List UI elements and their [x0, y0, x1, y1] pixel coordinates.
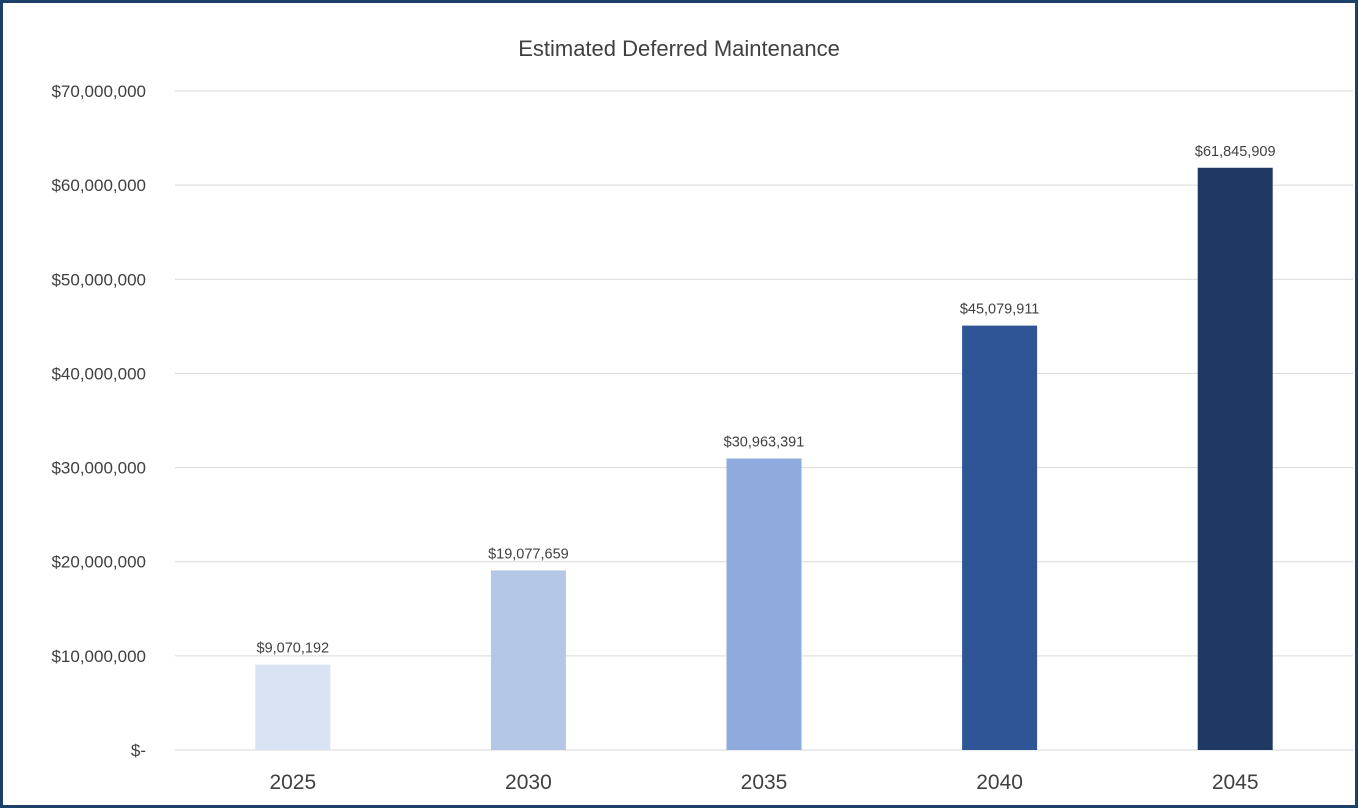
bars [255, 167, 1273, 750]
x-axis-ticks: 2025 2030 2035 2040 2045 [269, 771, 1258, 794]
x-tick-label-2045: 2045 [1212, 771, 1259, 794]
data-labels: $9,070,192 $19,077,659 $30,963,391 $45,079,… [257, 144, 1276, 657]
y-tick-label: $40,000,000 [51, 364, 146, 383]
y-tick-label: $- [131, 741, 146, 760]
bar-2025 [255, 664, 331, 750]
bar-2035 [726, 458, 802, 750]
data-label-2040: $45,079,911 [960, 302, 1040, 318]
data-label-2035: $30,963,391 [724, 435, 805, 451]
bar-2030 [490, 570, 566, 750]
y-tick-label: $30,000,000 [51, 459, 146, 478]
y-tick-label: $70,000,000 [51, 82, 146, 101]
x-tick-label-2025: 2025 [269, 771, 316, 794]
data-label-2045: $61,845,909 [1195, 144, 1276, 160]
y-tick-label: $60,000,000 [51, 176, 146, 195]
y-axis-ticks: $- $10,000,000 $20,000,000 $30,000,000 $40,0… [51, 82, 146, 760]
data-label-2025: $9,070,192 [257, 641, 330, 657]
bar-2045 [1197, 167, 1273, 750]
y-tick-label: $10,000,000 [51, 647, 146, 666]
data-label-2030: $19,077,659 [488, 546, 569, 562]
bar-2040 [962, 325, 1038, 750]
chart-title: Estimated Deferred Maintenance [518, 36, 840, 61]
y-tick-label: $20,000,000 [51, 553, 146, 572]
x-tick-label-2030: 2030 [505, 771, 552, 794]
bar-chart: Estimated Deferred Maintenance $- $10,000… [51, 36, 1353, 794]
x-tick-label-2040: 2040 [976, 771, 1023, 794]
y-tick-label: $50,000,000 [51, 270, 146, 289]
x-tick-label-2035: 2035 [741, 771, 788, 794]
